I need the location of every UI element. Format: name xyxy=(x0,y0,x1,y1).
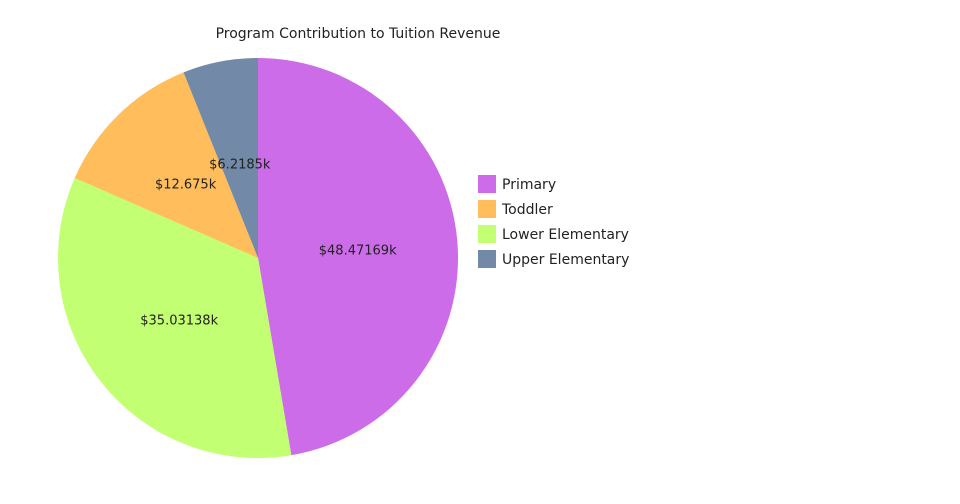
legend-item-lower-elementary[interactable]: Lower Elementary xyxy=(478,225,629,243)
legend-item-primary[interactable]: Primary xyxy=(478,175,556,193)
legend-label-upper-elementary: Upper Elementary xyxy=(502,252,629,268)
pie-label-lower-elementary: $35.03138k xyxy=(140,314,218,329)
pie-slice-primary[interactable] xyxy=(258,57,459,456)
pie-slice-toddler[interactable] xyxy=(74,72,258,258)
legend-swatch-toddler xyxy=(478,200,496,218)
legend-swatch-lower-elementary xyxy=(478,225,496,243)
pie-slice-lower-elementary[interactable] xyxy=(57,178,292,459)
legend-item-upper-elementary[interactable]: Upper Elementary xyxy=(478,250,629,268)
legend-swatch-upper-elementary xyxy=(478,250,496,268)
pie-slices xyxy=(57,57,459,459)
pie-slice-upper-elementary[interactable] xyxy=(183,58,258,258)
pie-data-labels: $48.47169k $35.03138k $12.675k $6.2185k xyxy=(140,158,397,329)
legend-swatch-primary xyxy=(478,175,496,193)
pie-label-toddler: $12.675k xyxy=(155,177,217,192)
pie-label-upper-elementary: $6.2185k xyxy=(209,158,271,173)
legend-label-primary: Primary xyxy=(502,177,556,193)
legend-label-lower-elementary: Lower Elementary xyxy=(502,227,629,243)
legend-label-toddler: Toddler xyxy=(501,202,553,218)
pie-label-primary: $48.47169k xyxy=(319,244,397,259)
legend-item-toddler[interactable]: Toddler xyxy=(478,200,553,218)
chart-title: Program Contribution to Tuition Revenue xyxy=(216,26,501,42)
legend: Primary Toddler Lower Elementary Upper Elem… xyxy=(478,175,629,268)
